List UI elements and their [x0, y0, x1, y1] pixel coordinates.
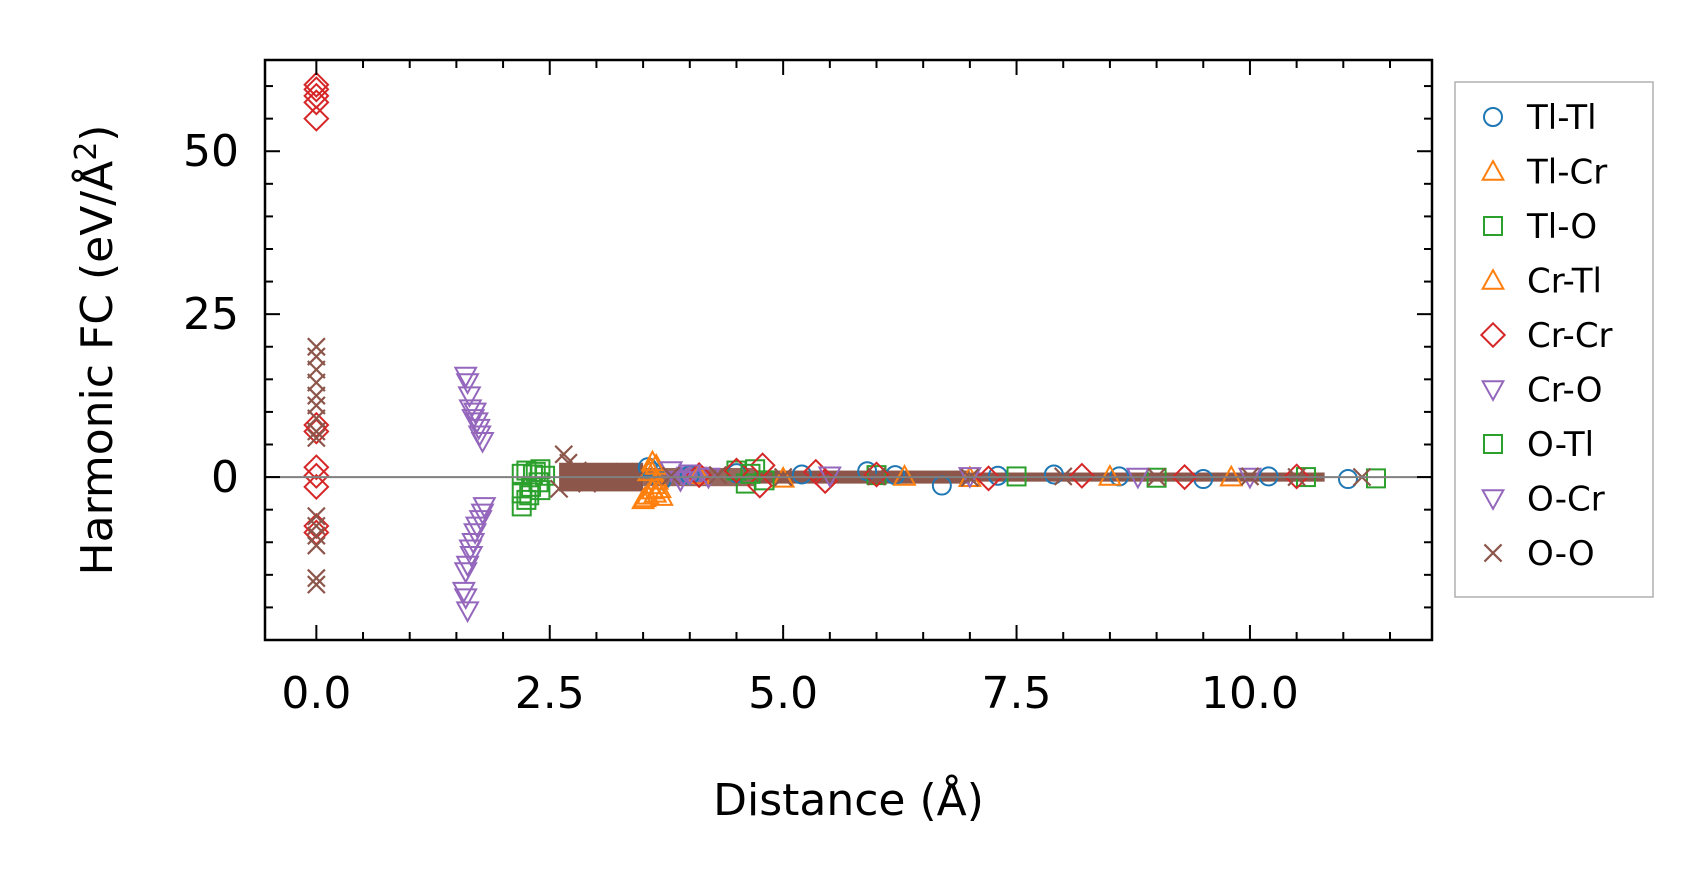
legend-label-o-cr: O-Cr: [1527, 480, 1605, 520]
y-axis-title-main: Harmonic FC (eV/Å: [70, 161, 123, 576]
axis-ticks: [265, 60, 1432, 640]
y-axis-title: Harmonic FC (eV/Å2): [69, 125, 123, 576]
point-o-o-4: [308, 387, 325, 404]
legend-label-cr-o: Cr-O: [1527, 371, 1603, 411]
x-tick-label: 2.5: [515, 668, 585, 719]
point-o-o-11: [308, 527, 325, 544]
tick-labels: 0.0 2.5 5.0 7.5 10.0 0 25 50: [183, 126, 1299, 719]
legend: Tl-Tl Tl-Cr Tl-O Cr-Tl Cr-Cr Cr-O O-Tl O-Cr O-O: [1455, 82, 1653, 597]
point-tl-o-0: [513, 497, 531, 515]
y-tick-label: 0: [211, 452, 239, 503]
series-cr-o: [454, 368, 495, 621]
legend-label-cr-cr: Cr-Cr: [1527, 316, 1613, 356]
point-o-o-12: [308, 537, 325, 554]
legend-label-tl-cr: Tl-Cr: [1526, 153, 1607, 193]
x-tick-label: 0.0: [281, 668, 351, 719]
y-axis-title-close: ): [72, 125, 123, 142]
legend-label-o-o: O-O: [1527, 534, 1595, 574]
legend-label-tl-o: Tl-O: [1526, 207, 1597, 247]
legend-label-cr-tl: Cr-Tl: [1527, 262, 1602, 302]
scatter-chart: 0.0 2.5 5.0 7.5 10.0 0 25 50 Distance (Å) Harmo…: [0, 0, 1702, 883]
legend-label-o-tl: O-Tl: [1527, 425, 1594, 465]
x-tick-label: 10.0: [1201, 668, 1299, 719]
point-cr-cr-0: [305, 107, 328, 130]
x-tick-label: 7.5: [982, 668, 1052, 719]
point-cr-cr-5: [305, 413, 328, 436]
plot-frame: [265, 60, 1432, 640]
y-tick-label: 25: [183, 289, 239, 340]
y-axis-title-superscript: 2: [69, 142, 104, 161]
x-axis-title: Distance (Å): [713, 773, 984, 826]
legend-label-tl-tl: Tl-Tl: [1526, 98, 1597, 138]
point-o-o-0: [308, 338, 325, 355]
x-tick-label: 5.0: [748, 668, 818, 719]
data-points: [305, 73, 1385, 621]
y-tick-label: 50: [183, 126, 239, 177]
